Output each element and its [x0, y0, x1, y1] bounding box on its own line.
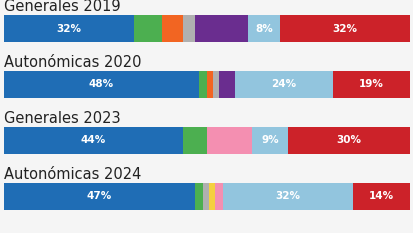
Text: Generales 2019: Generales 2019	[4, 0, 121, 14]
Text: Generales 2023: Generales 2023	[4, 111, 121, 126]
Text: 32%: 32%	[57, 24, 81, 34]
FancyBboxPatch shape	[223, 183, 352, 210]
FancyBboxPatch shape	[213, 71, 218, 98]
FancyBboxPatch shape	[198, 71, 206, 98]
FancyBboxPatch shape	[162, 15, 182, 42]
FancyBboxPatch shape	[218, 71, 235, 98]
Text: 47%: 47%	[87, 191, 112, 201]
FancyBboxPatch shape	[182, 127, 206, 154]
FancyBboxPatch shape	[206, 127, 251, 154]
FancyBboxPatch shape	[4, 183, 195, 210]
FancyBboxPatch shape	[4, 15, 134, 42]
FancyBboxPatch shape	[4, 127, 182, 154]
Text: 24%: 24%	[271, 79, 296, 89]
FancyBboxPatch shape	[235, 71, 332, 98]
FancyBboxPatch shape	[206, 71, 213, 98]
FancyBboxPatch shape	[4, 71, 198, 98]
FancyBboxPatch shape	[195, 183, 202, 210]
FancyBboxPatch shape	[279, 15, 409, 42]
FancyBboxPatch shape	[182, 15, 195, 42]
Text: 9%: 9%	[261, 135, 278, 145]
Text: 30%: 30%	[336, 135, 361, 145]
Text: 14%: 14%	[368, 191, 393, 201]
Text: 48%: 48%	[89, 79, 114, 89]
FancyBboxPatch shape	[251, 127, 287, 154]
FancyBboxPatch shape	[332, 71, 409, 98]
FancyBboxPatch shape	[215, 183, 223, 210]
FancyBboxPatch shape	[247, 15, 279, 42]
FancyBboxPatch shape	[352, 183, 409, 210]
Text: Autonómicas 2020: Autonómicas 2020	[4, 55, 141, 70]
FancyBboxPatch shape	[209, 183, 215, 210]
FancyBboxPatch shape	[202, 183, 209, 210]
Text: 44%: 44%	[81, 135, 106, 145]
FancyBboxPatch shape	[134, 15, 162, 42]
Text: 19%: 19%	[358, 79, 383, 89]
Text: 32%: 32%	[275, 191, 300, 201]
Text: 32%: 32%	[332, 24, 356, 34]
Text: Autonómicas 2024: Autonómicas 2024	[4, 167, 141, 182]
Text: 8%: 8%	[254, 24, 272, 34]
FancyBboxPatch shape	[287, 127, 409, 154]
FancyBboxPatch shape	[195, 15, 247, 42]
